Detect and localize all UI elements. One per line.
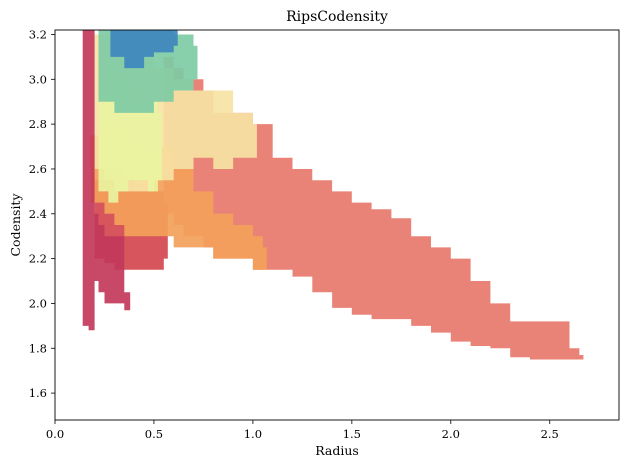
x-axis-label: Radius — [315, 443, 359, 458]
y-tick-label: 2.0 — [29, 296, 47, 310]
series-area-0 — [163, 56, 584, 360]
y-tick-label: 1.6 — [29, 386, 47, 400]
chart-title: RipsCodensity — [286, 9, 388, 25]
x-tick-label: 1.0 — [244, 427, 262, 441]
y-tick-label: 3.0 — [29, 72, 47, 86]
series-area-7 — [82, 30, 131, 331]
x-tick-label: 0.0 — [46, 427, 64, 441]
x-tick-label: 0.5 — [145, 427, 163, 441]
y-tick-label: 2.6 — [29, 162, 47, 176]
y-tick-label: 1.8 — [29, 341, 47, 355]
y-axis: 1.6 1.8 2.0 2.2 2.4 2.6 2.8 3.0 3.2 — [29, 27, 55, 400]
plot-frame — [54, 29, 620, 421]
y-tick-label: 2.4 — [29, 207, 47, 221]
y-tick-label: 2.8 — [29, 117, 47, 131]
y-tick-label: 3.2 — [29, 27, 47, 41]
y-tick-label: 2.2 — [29, 252, 47, 266]
x-tick-label: 2.0 — [442, 427, 460, 441]
x-axis: 0.0 0.5 1.0 1.5 2.0 2.5 — [46, 420, 559, 441]
plot-area — [82, 30, 584, 360]
y-axis-label: Codensity — [8, 193, 23, 257]
x-tick-label: 1.5 — [343, 427, 361, 441]
series-area-6 — [110, 30, 178, 69]
x-tick-label: 2.5 — [541, 427, 559, 441]
